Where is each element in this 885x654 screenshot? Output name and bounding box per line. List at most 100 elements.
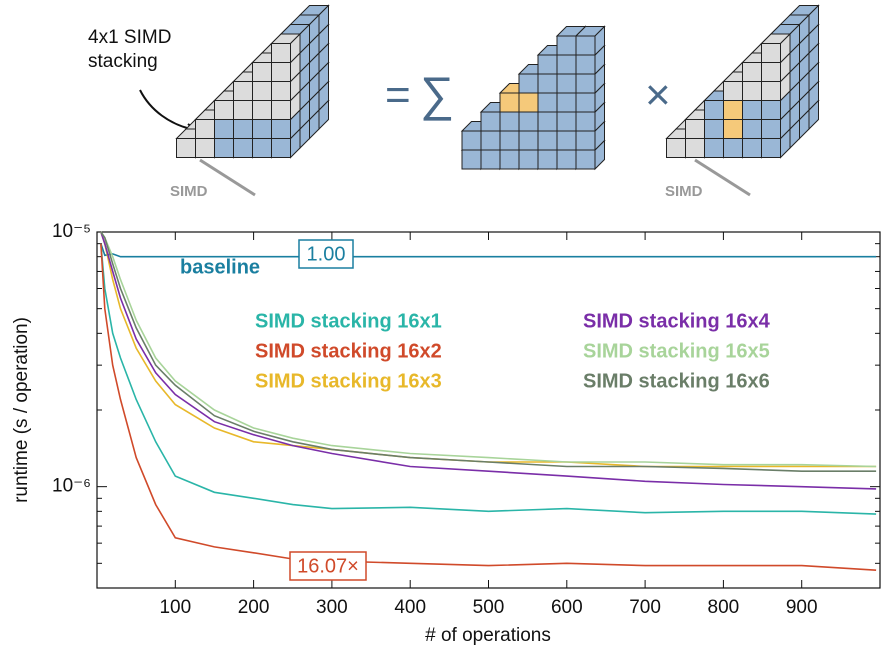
cube-face	[537, 54, 558, 75]
cube-face	[666, 138, 686, 158]
cube-face	[761, 43, 781, 63]
cube-face	[723, 100, 743, 120]
cube-face	[461, 149, 482, 170]
arrow	[139, 89, 196, 131]
cube-face	[271, 100, 291, 120]
cube-face	[537, 111, 558, 132]
cube-face	[499, 92, 520, 113]
cube-face	[499, 149, 520, 170]
cube-face	[556, 54, 577, 75]
legend-label: SIMD stacking 16x1	[255, 310, 442, 332]
cube-face	[233, 119, 253, 139]
legend-label: SIMD stacking 16x6	[583, 370, 770, 392]
cube-face	[195, 138, 215, 158]
cube-face	[761, 81, 781, 101]
cube-face	[271, 138, 291, 158]
legend-label: SIMD stacking 16x2	[255, 340, 442, 362]
cube-face	[537, 92, 558, 113]
cube-face	[271, 43, 291, 63]
x-tick-label: 900	[786, 597, 818, 618]
cube-face	[575, 130, 596, 151]
cube-face	[575, 92, 596, 113]
cube-face	[233, 100, 253, 120]
cube-face	[214, 138, 234, 158]
x-tick-label: 600	[551, 597, 583, 618]
cube-face	[518, 111, 539, 132]
y-tick-label: 10⁻⁵	[52, 221, 91, 242]
cube-face	[233, 81, 253, 101]
x-tick-label: 700	[629, 597, 661, 618]
legend-label: SIMD stacking 16x4	[583, 310, 771, 332]
series-line	[100, 231, 877, 472]
legend-label: SIMD stacking 16x5	[583, 340, 770, 362]
cube-face	[271, 119, 291, 139]
annotation-box	[298, 239, 354, 269]
cube-face	[556, 149, 577, 170]
cube-face	[252, 81, 272, 101]
cube-face	[480, 130, 501, 151]
simd-arrow	[199, 158, 256, 197]
series-line	[100, 243, 877, 258]
cube-face	[499, 111, 520, 132]
annotation: 16.07×	[297, 555, 359, 577]
legend-label: SIMD stacking 16x3	[255, 370, 442, 392]
cube-face	[761, 100, 781, 120]
cube-face	[685, 119, 705, 139]
x-tick-label: 800	[708, 597, 740, 618]
cube-face	[556, 111, 577, 132]
cube-face	[195, 119, 215, 139]
cube-face	[176, 138, 196, 158]
cube-face	[480, 111, 501, 132]
stacking-label: 4x1 SIMD stacking	[88, 27, 171, 72]
cube-face	[742, 81, 762, 101]
cube-face	[518, 73, 539, 94]
y-axis-title: runtime (s / operation)	[11, 317, 32, 503]
cube-face	[271, 62, 291, 82]
cube-face	[518, 92, 539, 113]
x-tick-label: 300	[316, 597, 348, 618]
cube-face	[214, 100, 234, 120]
times-sign: ×	[645, 71, 671, 120]
cube-face	[252, 62, 272, 82]
cube-face	[214, 119, 234, 139]
x-axis-title: # of operations	[425, 625, 551, 646]
cube-face	[252, 100, 272, 120]
cube-face	[480, 149, 501, 170]
cube-face	[461, 130, 482, 151]
cube-face	[704, 138, 724, 158]
cube-face	[556, 130, 577, 151]
cube-face	[723, 119, 743, 139]
cube-face	[252, 138, 272, 158]
equals-sign: =	[385, 71, 411, 120]
cube-face	[575, 73, 596, 94]
cube-face	[556, 92, 577, 113]
cube-face	[742, 100, 762, 120]
cube-face	[704, 100, 724, 120]
x-tick-label: 400	[394, 597, 426, 618]
cube-face	[723, 138, 743, 158]
x-tick-label: 100	[159, 597, 191, 618]
cube-face	[761, 119, 781, 139]
cube-face	[518, 130, 539, 151]
cube-face	[761, 138, 781, 158]
simd-label: SIMD	[170, 183, 208, 200]
cube-face	[518, 149, 539, 170]
cube-face	[704, 119, 724, 139]
cube-face	[761, 62, 781, 82]
cube-face	[252, 119, 272, 139]
x-tick-label: 500	[473, 597, 505, 618]
cube-face	[271, 81, 291, 101]
cube-face	[537, 130, 558, 151]
x-tick-label: 200	[238, 597, 270, 618]
cube-face	[575, 35, 596, 56]
cube-face	[556, 35, 577, 56]
cube-face	[575, 111, 596, 132]
cube-face	[499, 130, 520, 151]
series-line	[100, 231, 877, 468]
cube-face	[575, 54, 596, 75]
cube-face	[685, 138, 705, 158]
cube-face	[233, 138, 253, 158]
cube-face	[742, 138, 762, 158]
cube-face	[723, 81, 743, 101]
